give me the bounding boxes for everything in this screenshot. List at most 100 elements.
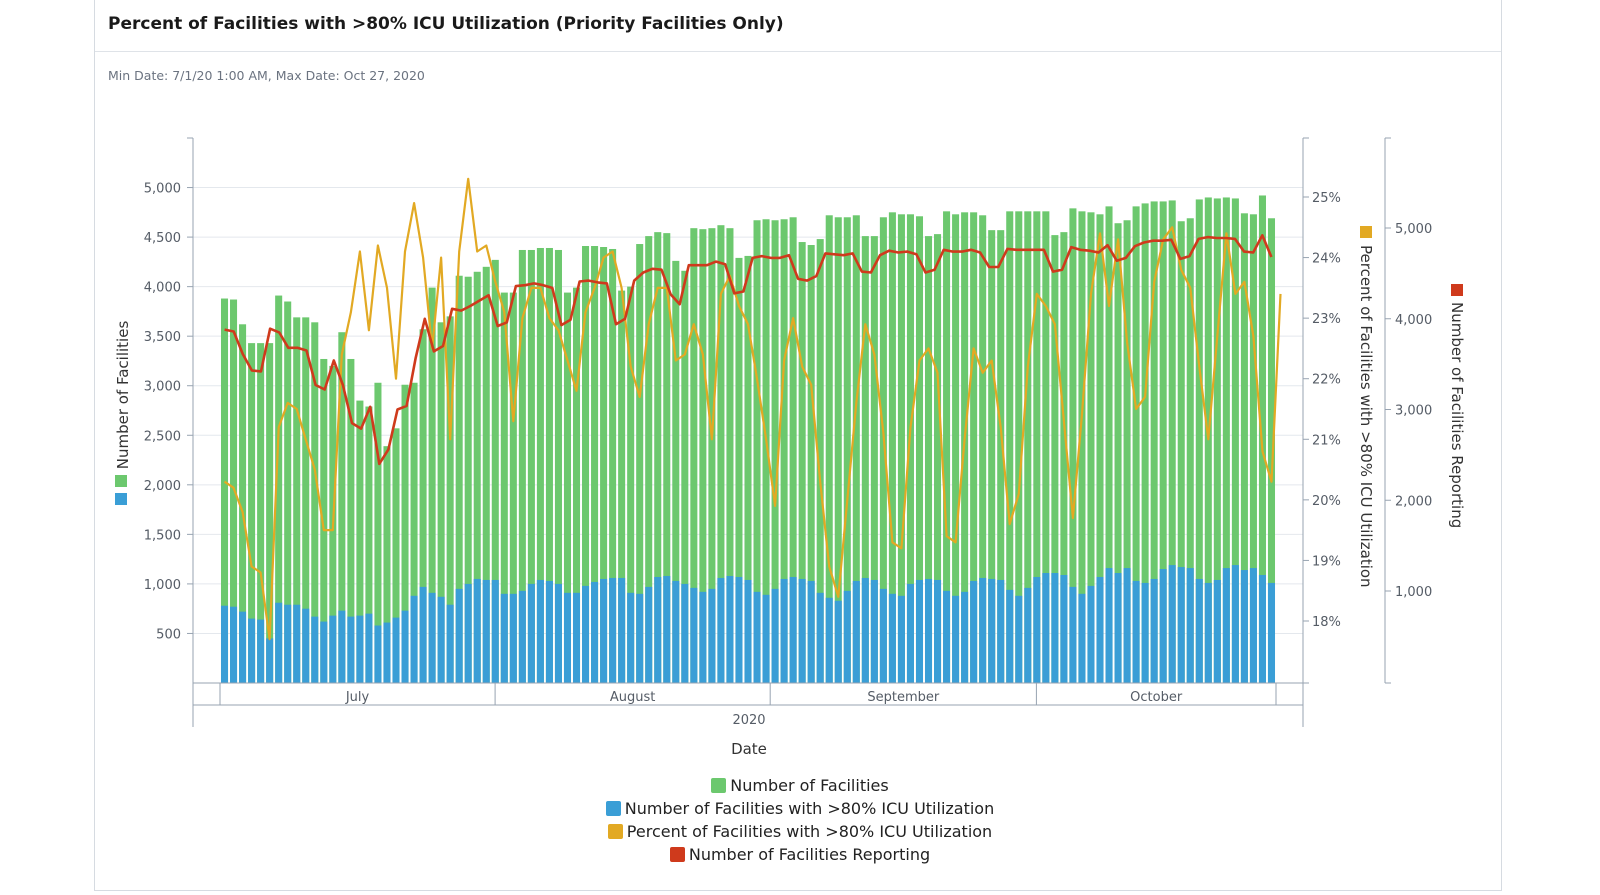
left-axis-swatch-blue	[115, 493, 127, 505]
bar-facilities	[1024, 211, 1032, 683]
bar-utilized	[248, 618, 256, 683]
bar-utilized	[446, 604, 454, 683]
bar-utilized	[1096, 576, 1104, 683]
bar-facilities	[464, 276, 472, 683]
bar-facilities	[915, 216, 924, 684]
bar-facilities	[1213, 198, 1221, 684]
bar-facilities	[717, 225, 725, 683]
bar-facilities	[338, 332, 346, 683]
bar-utilized	[284, 604, 292, 683]
bar-facilities	[888, 212, 896, 683]
bar-utilized	[428, 592, 436, 683]
bar-facilities	[374, 382, 382, 683]
bar-facilities	[482, 266, 490, 683]
left-axis-swatch-green	[115, 475, 127, 487]
bar-utilized	[699, 591, 707, 683]
bar-utilized	[1015, 595, 1023, 683]
legend-label: Number of Facilities with >80% ICU Utili…	[624, 799, 995, 818]
percent-axis-swatch	[1360, 226, 1372, 238]
bar-utilized	[1150, 578, 1158, 683]
bar-facilities	[1231, 198, 1239, 684]
bar-facilities	[708, 228, 716, 683]
bar-facilities	[1069, 208, 1077, 683]
bar-utilized	[1231, 565, 1239, 683]
legend-item-utilized[interactable]: Number of Facilities with >80% ICU Utili…	[0, 797, 1600, 820]
bar-utilized	[220, 605, 229, 683]
percent-tick-label: 18%	[1312, 615, 1341, 630]
legend-item-reporting[interactable]: Number of Facilities Reporting	[0, 843, 1600, 866]
bar-facilities	[428, 287, 436, 683]
legend-item-facilities[interactable]: Number of Facilities	[0, 774, 1600, 797]
bar-utilized	[365, 613, 373, 683]
x-axis: July August September October	[192, 682, 1304, 727]
bar-utilized	[952, 595, 960, 683]
bar-utilized	[302, 608, 310, 683]
bar-utilized	[572, 592, 581, 683]
bar-utilized	[762, 594, 770, 683]
legend-item-percent[interactable]: Percent of Facilities with >80% ICU Util…	[0, 820, 1600, 843]
bar-facilities	[500, 292, 508, 683]
bar-utilized	[1069, 586, 1077, 683]
bar-facilities	[852, 215, 860, 684]
left-tick-label: 4,500	[144, 231, 181, 246]
bar-facilities	[518, 249, 526, 684]
left-tick-label: 1,000	[144, 578, 181, 593]
percent-tick-label: 20%	[1312, 494, 1341, 509]
bar-utilized	[1258, 574, 1266, 683]
bar-utilized	[825, 597, 833, 683]
bar-facilities	[365, 406, 373, 683]
bar-facilities	[744, 255, 752, 683]
bar-utilized	[392, 617, 400, 683]
percent-tick-label: 22%	[1312, 373, 1341, 388]
reporting-tick-label: 5,000	[1395, 222, 1432, 237]
bar-facilities	[997, 230, 1005, 683]
bar-utilized	[582, 585, 590, 683]
bar-facilities	[654, 232, 662, 684]
bar-facilities	[690, 228, 698, 683]
bar-facilities	[807, 245, 815, 683]
bar-facilities	[645, 236, 653, 683]
bar-facilities	[1240, 213, 1248, 684]
chart-card	[94, 0, 1502, 891]
bar-facilities	[446, 316, 454, 683]
bar-facilities	[1132, 206, 1140, 683]
bar-facilities	[1267, 218, 1276, 683]
left-tick-label: 3,000	[144, 380, 181, 395]
month-label: September	[867, 690, 940, 705]
bar-utilized	[807, 580, 815, 683]
legend-swatch	[669, 847, 685, 862]
bar-utilized	[1114, 573, 1122, 683]
bar-facilities	[618, 290, 626, 683]
bar-utilized	[861, 577, 869, 683]
bar-facilities	[563, 292, 572, 683]
bar-facilities	[284, 301, 292, 683]
bar-facilities	[1033, 211, 1041, 683]
bar-utilized	[726, 575, 734, 683]
bar-utilized	[600, 578, 608, 683]
bar-utilized	[239, 611, 247, 683]
bar-utilized	[419, 586, 427, 683]
bar-utilized	[311, 616, 319, 683]
reporting-tick-label: 4,000	[1395, 313, 1432, 328]
left-tick-label: 2,000	[144, 479, 181, 494]
legend-label: Number of Facilities	[730, 776, 889, 795]
bars[interactable]	[220, 195, 1276, 684]
bar-facilities	[609, 248, 617, 683]
bar-facilities	[870, 236, 878, 683]
bar-utilized	[879, 588, 887, 683]
bar-utilized	[1267, 582, 1276, 683]
series-lines[interactable]	[223, 177, 1282, 641]
bar-facilities	[1249, 214, 1257, 684]
bar-utilized	[663, 575, 671, 683]
bar-facilities	[924, 236, 933, 683]
bar-facilities	[1078, 211, 1086, 683]
bar-utilized	[347, 616, 355, 683]
bar-utilized	[500, 593, 508, 683]
bar-facilities	[509, 292, 517, 683]
bar-utilized	[1078, 593, 1086, 683]
bar-facilities	[1159, 201, 1167, 683]
bar-facilities	[1186, 218, 1194, 683]
bar-facilities	[636, 244, 644, 683]
bar-utilized	[852, 580, 860, 683]
